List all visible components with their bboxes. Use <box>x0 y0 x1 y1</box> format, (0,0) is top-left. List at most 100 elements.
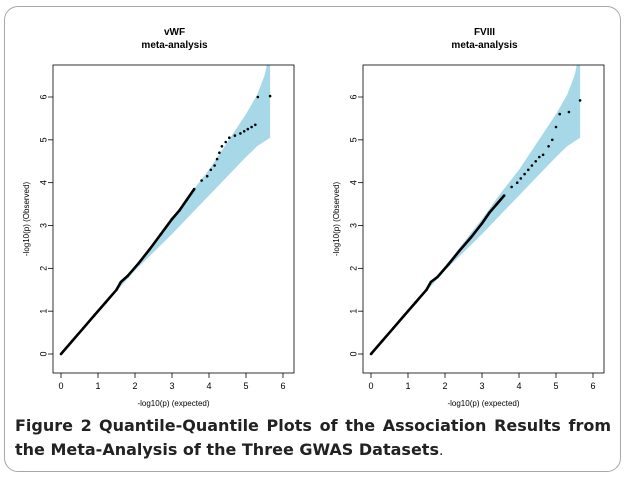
data-point <box>205 174 209 178</box>
data-point <box>239 132 242 135</box>
data-point <box>519 177 523 180</box>
data-point <box>554 125 558 129</box>
data-point <box>119 280 123 284</box>
y-tick-label: 4 <box>348 180 358 185</box>
confidence-band <box>371 65 581 354</box>
y-tick-label: 3 <box>348 223 358 228</box>
data-point <box>480 222 484 225</box>
data-point <box>228 136 231 139</box>
data-point <box>547 145 550 148</box>
y-tick-label: 1 <box>38 309 48 314</box>
data-point <box>391 327 395 330</box>
y-tick-label: 3 <box>38 223 48 228</box>
chart-subtitle: meta-analysis <box>451 40 518 51</box>
plot-border <box>52 64 295 374</box>
data-point <box>170 217 174 221</box>
data-point <box>254 123 257 127</box>
y-tick-label: 6 <box>348 94 358 99</box>
figure-caption: Figure 2 Quantile-Quantile Plots of the … <box>15 414 611 463</box>
x-tick-label: 5 <box>553 381 558 391</box>
data-point <box>70 339 74 343</box>
x-tick-label: 0 <box>58 381 63 391</box>
data-point <box>567 110 571 114</box>
qq-plot-fviii: 0 1 2 3 4 5 6 0 1 2 3 4 5 6 FVIII meta-analysis -log10(p… <box>321 15 620 415</box>
y-tick-label: 1 <box>348 309 358 314</box>
x-tick-label: 4 <box>206 381 211 391</box>
data-point <box>159 232 163 236</box>
data-point <box>242 130 246 133</box>
x-tick-label: 1 <box>95 381 100 391</box>
data-point <box>218 151 221 154</box>
chart-title: vWF <box>164 27 185 38</box>
data-point <box>558 112 561 116</box>
x-tick-label: 5 <box>243 381 248 391</box>
data-point <box>429 280 433 284</box>
y-axis-label: -log10(p) (Observed) <box>22 182 31 257</box>
x-tick-label: 3 <box>479 381 484 391</box>
y-tick-label: 4 <box>38 180 48 185</box>
data-point <box>215 157 219 161</box>
data-point <box>213 164 216 167</box>
data-point <box>81 327 85 330</box>
data-point <box>178 209 181 212</box>
data-point <box>137 261 140 265</box>
chart-subtitle: meta-analysis <box>141 40 208 51</box>
data-point <box>527 168 530 172</box>
chart-title: FVIII <box>474 27 495 38</box>
x-tick-label: 0 <box>368 381 373 391</box>
data-point <box>104 301 107 304</box>
data-point <box>185 198 189 202</box>
data-point <box>126 274 129 278</box>
data-point <box>59 352 63 356</box>
x-tick-label: 1 <box>405 381 410 391</box>
y-tick-label: 5 <box>348 137 358 142</box>
data-point <box>447 262 450 266</box>
y-tick-label: 2 <box>38 266 48 271</box>
data-point <box>510 185 513 189</box>
plot-border <box>362 64 605 374</box>
data-point <box>209 168 213 172</box>
y-tick-label: 0 <box>348 351 358 356</box>
data-point <box>436 275 439 279</box>
x-tick-label: 2 <box>132 381 137 391</box>
data-point <box>425 288 428 292</box>
y-axis-label: -log10(p) (Observed) <box>332 182 341 257</box>
data-point <box>369 352 373 356</box>
data-point <box>469 236 473 239</box>
x-axis-label: -log10(p) (expected) <box>447 399 519 408</box>
data-point <box>246 127 250 131</box>
x-axis-label: -log10(p) (expected) <box>137 399 209 408</box>
figure-caption-text: Quantile-Quantile Plots of the Associati… <box>15 416 611 459</box>
y-tick-label: 6 <box>38 94 48 99</box>
data-point <box>538 155 541 159</box>
figure-label: Figure 2 <box>15 416 92 435</box>
data-point <box>541 153 545 157</box>
x-tick-label: 3 <box>169 381 174 391</box>
data-point <box>192 187 196 191</box>
data-point <box>233 134 237 137</box>
data-points-line <box>60 188 196 355</box>
data-point <box>458 249 462 252</box>
data-point <box>220 145 224 148</box>
data-point <box>578 99 582 102</box>
data-points-line <box>370 194 506 355</box>
data-point <box>534 160 537 163</box>
data-point <box>380 339 384 343</box>
confidence-band <box>61 65 271 354</box>
y-tick-label: 0 <box>38 351 48 356</box>
data-point <box>224 140 227 144</box>
data-point <box>115 288 118 292</box>
data-point <box>488 211 491 214</box>
data-point <box>256 95 260 99</box>
data-point <box>403 314 406 317</box>
x-tick-label: 4 <box>516 381 521 391</box>
x-tick-label: 6 <box>590 381 595 391</box>
x-tick-label: 6 <box>280 381 285 391</box>
data-point <box>268 94 272 98</box>
data-point <box>530 164 534 167</box>
figure-frame: 0 1 2 3 4 5 6 0 1 2 3 4 5 6 vWF meta-analysis -log10(p) … <box>4 6 621 472</box>
qq-plot-vwf: 0 1 2 3 4 5 6 0 1 2 3 4 5 6 vWF meta-analysis -log10(p) … <box>11 15 311 415</box>
qq-plot-vwf-svg: 0 1 2 3 4 5 6 0 1 2 3 4 5 6 vWF meta-analysis -log10(p) … <box>22 27 295 408</box>
data-point <box>148 247 152 251</box>
data-point <box>523 172 526 176</box>
